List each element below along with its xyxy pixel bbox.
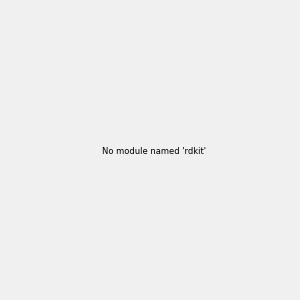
Text: No module named 'rdkit': No module named 'rdkit' (102, 147, 206, 156)
